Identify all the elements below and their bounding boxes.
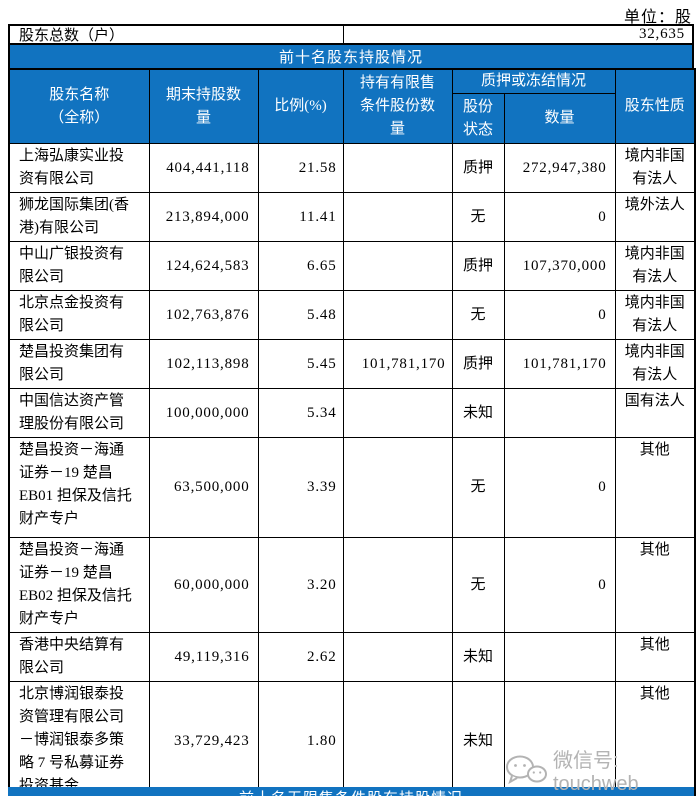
cell-ratio: 6.65 bbox=[257, 241, 344, 291]
cell-restricted bbox=[342, 290, 453, 340]
cell-shares: 102,763,876 bbox=[148, 290, 259, 340]
cell-nature: 其他 bbox=[614, 437, 696, 538]
cell-ratio: 1.80 bbox=[257, 681, 344, 796]
cell-restricted bbox=[342, 537, 453, 633]
cell-name: 中国信达资产管 理股份有限公司 bbox=[8, 388, 150, 438]
table-row: 楚昌投资集团有 限公司 102,113,898 5.45 101,781,170… bbox=[8, 339, 696, 389]
col-header-shares-end: 期末持股数 量 bbox=[148, 68, 259, 144]
cell-pledge-qty bbox=[503, 388, 616, 438]
cell-name: 北京点金投资有 限公司 bbox=[8, 290, 150, 340]
cell-pledge-status: 未知 bbox=[451, 681, 505, 796]
cell-pledge-status: 未知 bbox=[451, 388, 505, 438]
cell-pledge-qty bbox=[503, 632, 616, 682]
cell-pledge-status: 无 bbox=[451, 537, 505, 633]
cell-restricted bbox=[342, 192, 453, 242]
cell-shares: 100,000,000 bbox=[148, 388, 259, 438]
cell-ratio: 5.48 bbox=[257, 290, 344, 340]
cell-pledge-qty: 0 bbox=[503, 290, 616, 340]
cell-name: 上海弘康实业投 资有限公司 bbox=[8, 143, 150, 193]
col-header-shareholder-name: 股东名称 （全称） bbox=[8, 68, 150, 144]
cell-pledge-status: 无 bbox=[451, 290, 505, 340]
cell-name: 中山广银投资有 限公司 bbox=[8, 241, 150, 291]
cell-nature: 境内非国 有法人 bbox=[614, 143, 696, 193]
cell-restricted bbox=[342, 388, 453, 438]
table-row: 北京点金投资有 限公司 102,763,876 5.48 无 0 境内非国 有法… bbox=[8, 290, 696, 340]
cell-shares: 124,624,583 bbox=[148, 241, 259, 291]
cell-name: 楚昌投资－海通 证券－19 楚昌 EB02 担保及信托 财产专户 bbox=[8, 537, 150, 633]
section-header: 前十名股东持股情况 bbox=[8, 45, 694, 68]
cell-pledge-status: 无 bbox=[451, 437, 505, 538]
col-header-pledge-group: 质押或冻结情况 bbox=[451, 68, 616, 94]
cell-pledge-status: 未知 bbox=[451, 632, 505, 682]
cell-shares: 102,113,898 bbox=[148, 339, 259, 389]
shareholder-total-row: 股东总数（户） 32,635 bbox=[8, 24, 694, 45]
cell-restricted bbox=[342, 437, 453, 538]
cell-shares: 404,441,118 bbox=[148, 143, 259, 193]
cell-pledge-qty: 0 bbox=[503, 192, 616, 242]
shareholder-total-value: 32,635 bbox=[638, 26, 685, 42]
cell-ratio: 3.39 bbox=[257, 437, 344, 538]
shareholder-total-label: 股东总数（户） bbox=[10, 26, 344, 44]
table-row: 中国信达资产管 理股份有限公司 100,000,000 5.34 未知 国有法人 bbox=[8, 388, 696, 438]
col-header-restricted-shares: 持有有限售 条件股份数 量 bbox=[342, 68, 453, 144]
col-header-pledge-status: 股份 状态 bbox=[451, 93, 505, 144]
cell-ratio: 5.45 bbox=[257, 339, 344, 389]
cell-shares: 63,500,000 bbox=[148, 437, 259, 538]
cell-restricted: 101,781,170 bbox=[342, 339, 453, 389]
table-row: 中山广银投资有 限公司 124,624,583 6.65 质押 107,370,… bbox=[8, 241, 696, 291]
cell-nature: 境内非国 有法人 bbox=[614, 339, 696, 389]
table-row: 狮龙国际集团(香 港)有限公司 213,894,000 11.41 无 0 境外… bbox=[8, 192, 696, 242]
cell-nature: 境内非国 有法人 bbox=[614, 241, 696, 291]
cell-restricted bbox=[342, 632, 453, 682]
cell-pledge-status: 质押 bbox=[451, 241, 505, 291]
cell-ratio: 3.20 bbox=[257, 537, 344, 633]
cell-nature: 其他 bbox=[614, 681, 696, 796]
cell-restricted bbox=[342, 681, 453, 796]
col-header-nature: 股东性质 bbox=[614, 68, 696, 144]
col-header-ratio: 比例(%) bbox=[257, 68, 344, 144]
cell-nature: 其他 bbox=[614, 632, 696, 682]
cell-pledge-qty bbox=[503, 681, 616, 796]
cell-restricted bbox=[342, 241, 453, 291]
table-row: 楚昌投资－海通 证券－19 楚昌 EB02 担保及信托 财产专户 60,000,… bbox=[8, 537, 696, 633]
cell-ratio: 11.41 bbox=[257, 192, 344, 242]
cell-pledge-status: 质押 bbox=[451, 143, 505, 193]
cell-shares: 213,894,000 bbox=[148, 192, 259, 242]
cell-nature: 国有法人 bbox=[614, 388, 696, 438]
cell-pledge-status: 无 bbox=[451, 192, 505, 242]
table-row: 楚昌投资－海通 证券－19 楚昌 EB01 担保及信托 财产专户 63,500,… bbox=[8, 437, 696, 538]
cell-name: 楚昌投资集团有 限公司 bbox=[8, 339, 150, 389]
cell-pledge-status: 质押 bbox=[451, 339, 505, 389]
cell-restricted bbox=[342, 143, 453, 193]
unit-label: 单位：股 bbox=[623, 9, 692, 26]
cell-name: 楚昌投资－海通 证券－19 楚昌 EB01 担保及信托 财产专户 bbox=[8, 437, 150, 538]
cell-name: 北京博润银泰投 资管理有限公司 －博润银泰多策 略 7 号私募证券 投资基金 bbox=[8, 681, 150, 796]
cell-nature: 其他 bbox=[614, 537, 696, 633]
col-header-pledge-qty: 数量 bbox=[503, 93, 616, 144]
cell-name: 香港中央结算有 限公司 bbox=[8, 632, 150, 682]
cell-pledge-qty: 107,370,000 bbox=[503, 241, 616, 291]
cell-shares: 49,119,316 bbox=[148, 632, 259, 682]
cell-pledge-qty: 272,947,380 bbox=[503, 143, 616, 193]
table-row: 上海弘康实业投 资有限公司 404,441,118 21.58 质押 272,9… bbox=[8, 143, 696, 193]
table-row: 香港中央结算有 限公司 49,119,316 2.62 未知 其他 bbox=[8, 632, 696, 682]
cell-shares: 60,000,000 bbox=[148, 537, 259, 633]
cell-pledge-qty: 0 bbox=[503, 437, 616, 538]
cell-shares: 33,729,423 bbox=[148, 681, 259, 796]
cell-ratio: 5.34 bbox=[257, 388, 344, 438]
cell-ratio: 21.58 bbox=[257, 143, 344, 193]
top-shareholders-table: 股东名称 （全称） 期末持股数 量 比例(%) 持有有限售 条件股份数 量 质押… bbox=[8, 68, 697, 796]
cell-name: 狮龙国际集团(香 港)有限公司 bbox=[8, 192, 150, 242]
footer-section-header: 前十名无限售条件股东持股情况 bbox=[8, 787, 694, 796]
cell-ratio: 2.62 bbox=[257, 632, 344, 682]
cell-pledge-qty: 0 bbox=[503, 537, 616, 633]
cell-nature: 境内非国 有法人 bbox=[614, 290, 696, 340]
cell-nature: 境外法人 bbox=[614, 192, 696, 242]
table-row: 北京博润银泰投 资管理有限公司 －博润银泰多策 略 7 号私募证券 投资基金 3… bbox=[8, 681, 696, 796]
cell-pledge-qty: 101,781,170 bbox=[503, 339, 616, 389]
